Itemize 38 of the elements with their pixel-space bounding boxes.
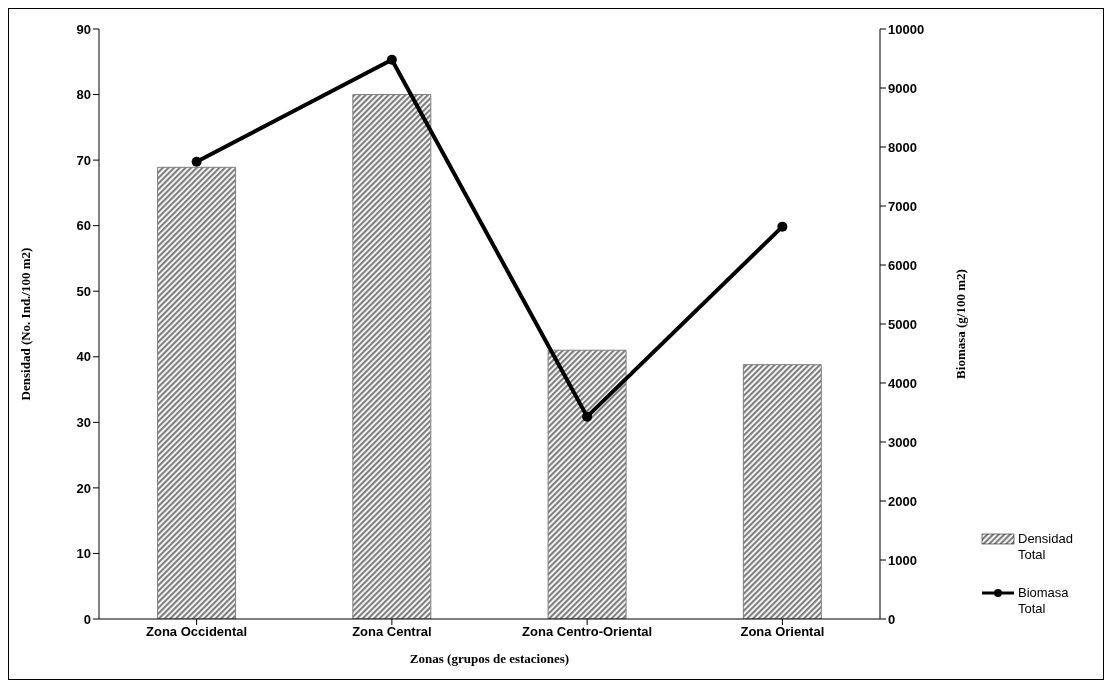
y-tick-label: 20 <box>76 480 91 496</box>
y2-axis-title: Biomasa (g/100 m2) <box>952 269 968 379</box>
y-tick-label: 10 <box>76 546 91 562</box>
x-tick-label: Zona Central <box>352 624 432 640</box>
y-tick-label: 40 <box>76 349 91 365</box>
y2-tick-label: 5000 <box>888 316 917 332</box>
bar <box>157 166 237 619</box>
bar <box>742 364 822 619</box>
point <box>386 54 397 65</box>
y-tick-label: 30 <box>76 414 91 430</box>
y2-tick-label: 1000 <box>888 552 917 568</box>
legend-label: Densidad Total <box>1018 531 1073 563</box>
bar <box>547 349 627 619</box>
point <box>582 411 593 422</box>
y-tick-label: 60 <box>76 218 91 234</box>
y-tick-label: 0 <box>83 611 91 627</box>
bar <box>352 94 432 619</box>
x-tick-label: Zona Occidental <box>146 624 248 640</box>
y-tick-label: 80 <box>76 87 91 103</box>
y2-tick-label: 3000 <box>888 434 917 450</box>
y2-tick-label: 4000 <box>888 375 917 391</box>
y2-tick-label: 10000 <box>888 21 925 37</box>
y2-tick-label: 0 <box>888 611 896 627</box>
y-axis-title: Densidad (No. Ind./100 m2) <box>17 247 33 401</box>
y2-tick-label: 6000 <box>888 257 917 273</box>
y-tick-label: 70 <box>76 152 91 168</box>
y2-tick-label: 7000 <box>888 198 917 214</box>
y2-tick-label: 8000 <box>888 139 917 155</box>
y2-tick-label: 9000 <box>888 80 917 96</box>
point <box>777 221 788 232</box>
x-tick-label: Zona Oriental <box>740 624 825 640</box>
legend-label: Biomasa Total <box>1018 585 1069 617</box>
point <box>191 156 202 167</box>
y2-tick-label: 2000 <box>888 493 917 509</box>
y-tick-label: 50 <box>76 283 91 299</box>
x-axis-title: Zonas (grupos de estaciones) <box>409 651 570 666</box>
y-tick-label: 90 <box>76 21 91 37</box>
x-tick-label: Zona Centro-Oriental <box>522 624 653 640</box>
